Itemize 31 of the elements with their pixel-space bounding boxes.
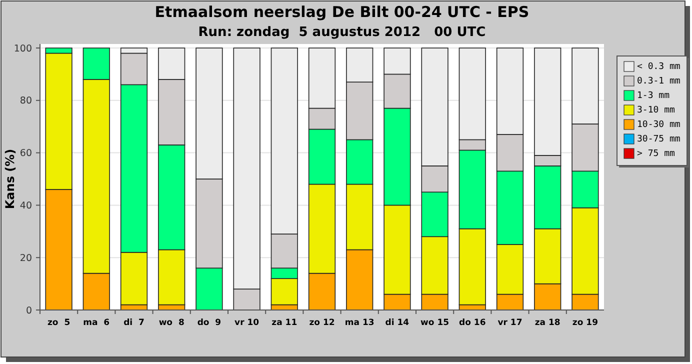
x-tick-label: zo 19 xyxy=(572,318,598,328)
y-tick-label: 40 xyxy=(20,200,32,212)
x-tick-label: za 11 xyxy=(272,318,298,328)
y-axis-title: Kans (%) xyxy=(3,148,17,210)
legend-label: > 75 mm xyxy=(637,149,675,160)
legend-label: 3-10 mm xyxy=(637,106,675,116)
x-tick-label: vr 17 xyxy=(498,318,522,328)
chart-subtitle: Run: zondag 5 augustus 2012 00 UTC xyxy=(198,25,486,40)
x-tick-label: zo 12 xyxy=(309,318,335,328)
x-tick-label: di 14 xyxy=(385,318,410,328)
x-tick-label: zo 5 xyxy=(47,318,70,328)
y-tick-label: 60 xyxy=(20,148,32,160)
chart-title: Etmaalsom neerslag De Bilt 00-24 UTC - EPS xyxy=(154,3,530,21)
x-tick-label: do 9 xyxy=(197,318,222,328)
x-tick-label: do 16 xyxy=(459,318,486,328)
x-tick-label: di 7 xyxy=(124,318,144,328)
legend-label: 0.3-1 mm xyxy=(637,76,680,87)
legend-label: < 0.3 mm xyxy=(637,62,680,72)
x-tick-label: wo 15 xyxy=(420,318,450,328)
x-tick-label: ma 13 xyxy=(344,318,374,328)
legend-label: 10-30 mm xyxy=(637,120,680,130)
legend-label: 1-3 mm xyxy=(637,91,670,102)
x-tick-label: za 18 xyxy=(534,318,560,328)
y-tick-label: 20 xyxy=(20,252,32,264)
x-tick-label: vr 10 xyxy=(234,318,260,328)
legend-label: 30-75 mm xyxy=(637,134,680,145)
y-tick-label: 0 xyxy=(26,305,32,316)
y-tick-label: 80 xyxy=(20,96,32,107)
y-tick-label: 100 xyxy=(14,43,32,54)
x-tick-label: wo 8 xyxy=(158,318,184,328)
x-tick-label: ma 6 xyxy=(83,318,110,328)
